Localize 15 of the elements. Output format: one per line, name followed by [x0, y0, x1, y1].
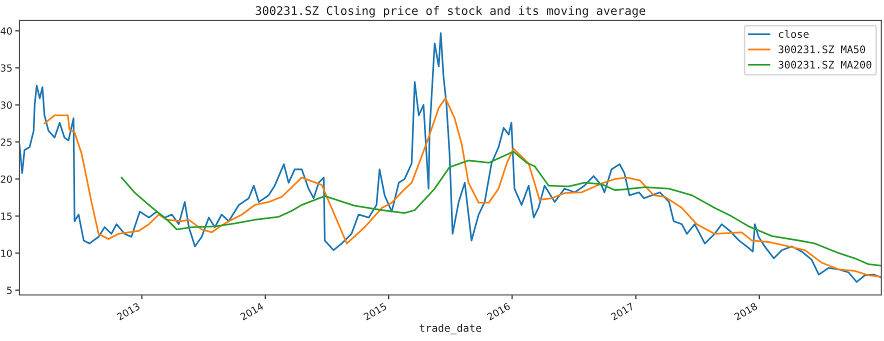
line-series [44, 97, 882, 278]
y-tick-label: 30 [0, 101, 12, 109]
y-tick-label: 10 [1, 250, 12, 257]
legend-label: 300231.SZ MA50 [778, 45, 866, 54]
y-tick-label: 15 [1, 212, 12, 220]
chart-title: 300231.SZ Closing price of stock and its moving average [256, 6, 646, 18]
y-tick-label: 20 [0, 175, 12, 183]
line-series [120, 150, 882, 267]
legend-label: 300231.SZ MA200 [778, 60, 872, 69]
y-tick-label: 5 [7, 286, 12, 294]
x-axis-title: trade_date [420, 324, 482, 334]
legend-label: close [778, 30, 809, 38]
y-tick-label: 25 [0, 138, 12, 146]
y-tick-label: 35 [0, 64, 12, 72]
y-tick-label: 40 [0, 27, 12, 35]
